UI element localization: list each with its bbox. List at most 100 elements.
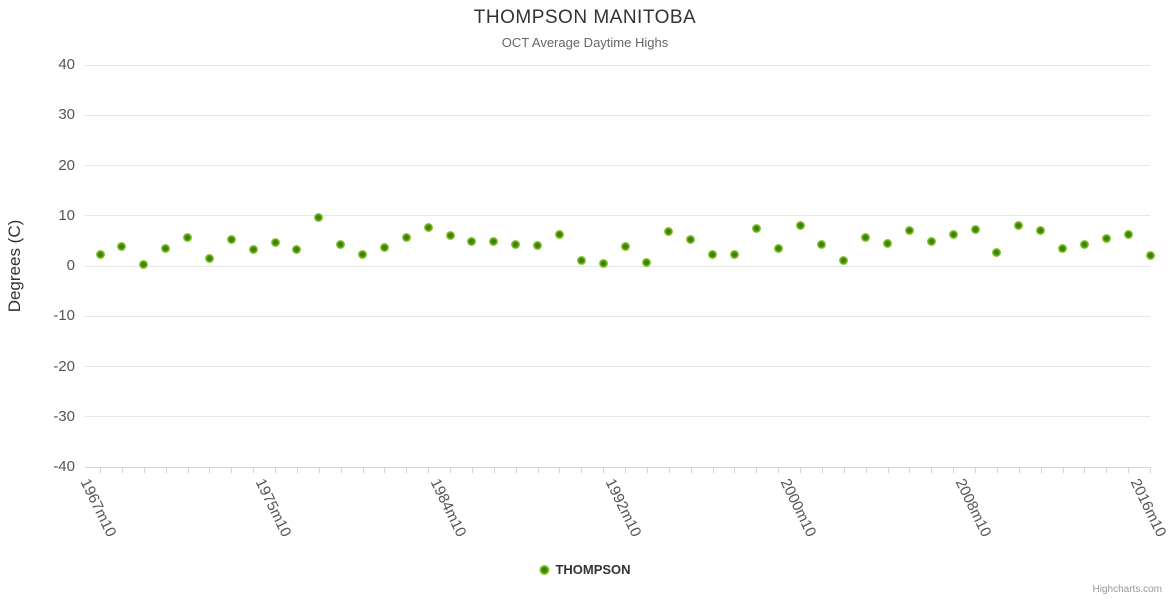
data-point[interactable] bbox=[1145, 250, 1155, 260]
x-axis-tick bbox=[100, 467, 101, 473]
data-point[interactable] bbox=[904, 226, 914, 236]
data-point[interactable] bbox=[1058, 244, 1067, 254]
y-axis-label: -30 bbox=[53, 407, 75, 425]
data-point[interactable] bbox=[379, 242, 389, 252]
y-axis-label: -40 bbox=[53, 458, 75, 475]
data-point[interactable] bbox=[1101, 233, 1111, 243]
data-point[interactable] bbox=[117, 242, 127, 252]
data-point[interactable] bbox=[314, 213, 324, 223]
legend-item-thompson[interactable]: THOMPSON bbox=[539, 562, 631, 577]
data-point[interactable] bbox=[795, 221, 805, 231]
data-point[interactable] bbox=[95, 249, 105, 259]
data-point[interactable] bbox=[751, 224, 761, 234]
data-point[interactable] bbox=[883, 238, 892, 248]
data-point[interactable] bbox=[489, 236, 499, 246]
data-point[interactable] bbox=[248, 245, 258, 255]
data-point[interactable] bbox=[423, 223, 433, 233]
highcharts-credits-link[interactable]: Highcharts.com bbox=[1092, 584, 1162, 595]
data-point[interactable] bbox=[970, 225, 980, 235]
data-point[interactable] bbox=[161, 244, 171, 254]
data-point[interactable] bbox=[467, 237, 477, 247]
y-axis-label: 40 bbox=[58, 56, 75, 73]
data-point[interactable] bbox=[620, 241, 630, 251]
x-axis-tick bbox=[340, 467, 342, 473]
x-axis-label: 1967m10 bbox=[76, 476, 120, 540]
x-axis-tick bbox=[231, 467, 233, 473]
x-axis-tick bbox=[690, 467, 692, 473]
x-axis-tick bbox=[471, 467, 473, 473]
data-point[interactable] bbox=[598, 259, 608, 269]
x-axis-tick bbox=[778, 467, 780, 473]
data-point[interactable] bbox=[336, 240, 346, 250]
x-axis-tick bbox=[975, 467, 976, 473]
x-axis-tick bbox=[1040, 467, 1042, 473]
data-point[interactable] bbox=[554, 230, 564, 240]
data-point[interactable] bbox=[292, 245, 302, 255]
x-axis-tick bbox=[996, 467, 998, 473]
y-axis-label: -20 bbox=[53, 357, 75, 375]
x-axis-tick bbox=[1018, 467, 1020, 473]
chart-title: THOMPSON MANITOBA bbox=[473, 7, 697, 28]
data-point[interactable] bbox=[139, 259, 149, 269]
x-axis-label: 2000m10 bbox=[776, 476, 820, 540]
data-point[interactable] bbox=[576, 255, 586, 265]
x-axis-tick bbox=[318, 467, 320, 473]
data-point[interactable] bbox=[270, 237, 280, 247]
x-axis-tick bbox=[865, 467, 867, 473]
x-axis-tick bbox=[275, 467, 276, 473]
x-axis-tick bbox=[515, 467, 517, 473]
data-point[interactable] bbox=[642, 257, 652, 267]
y-gridline bbox=[85, 366, 1150, 367]
data-point[interactable] bbox=[1036, 226, 1046, 236]
y-gridline bbox=[85, 114, 1150, 116]
data-point[interactable] bbox=[401, 233, 411, 243]
y-axis-label: 10 bbox=[58, 206, 75, 224]
x-axis-tick bbox=[734, 467, 736, 473]
y-axis-label: 20 bbox=[58, 156, 75, 174]
x-axis-tick bbox=[165, 467, 167, 473]
data-point[interactable] bbox=[686, 235, 696, 245]
y-gridline bbox=[85, 165, 1150, 166]
y-axis-label: -10 bbox=[53, 307, 75, 325]
data-point[interactable] bbox=[926, 236, 936, 246]
data-point[interactable] bbox=[183, 233, 192, 243]
x-axis-tick bbox=[1106, 467, 1108, 473]
data-point[interactable] bbox=[1123, 229, 1133, 239]
data-point[interactable] bbox=[817, 239, 827, 249]
data-point[interactable] bbox=[204, 254, 214, 264]
x-axis-tick bbox=[296, 467, 298, 473]
data-point[interactable] bbox=[773, 243, 783, 253]
data-point[interactable] bbox=[445, 231, 455, 241]
data-point[interactable] bbox=[1079, 240, 1089, 250]
x-axis-tick bbox=[603, 467, 605, 473]
data-point[interactable] bbox=[664, 227, 674, 237]
data-point[interactable] bbox=[533, 240, 542, 250]
x-axis-tick bbox=[581, 467, 583, 473]
data-point[interactable] bbox=[708, 250, 717, 260]
x-axis-tick bbox=[384, 467, 386, 473]
data-point[interactable] bbox=[1014, 221, 1024, 231]
data-point[interactable] bbox=[861, 232, 871, 242]
y-gridline bbox=[85, 416, 1150, 418]
data-point[interactable] bbox=[358, 250, 367, 260]
x-axis-tick bbox=[559, 467, 561, 473]
x-axis-tick bbox=[712, 467, 714, 473]
data-point[interactable] bbox=[992, 248, 1002, 258]
data-point[interactable] bbox=[839, 256, 849, 266]
data-point[interactable] bbox=[511, 240, 521, 250]
data-point[interactable] bbox=[729, 249, 739, 259]
x-axis-tick bbox=[253, 467, 255, 473]
x-axis-tick bbox=[909, 467, 911, 473]
x-axis-tick bbox=[537, 467, 539, 473]
x-axis-tick bbox=[143, 467, 145, 473]
x-axis-label: 1984m10 bbox=[426, 476, 470, 540]
x-axis-tick bbox=[821, 467, 823, 473]
y-axis-label: 30 bbox=[58, 106, 75, 124]
x-axis-tick bbox=[756, 467, 758, 473]
y-gridline bbox=[85, 315, 1150, 317]
data-point[interactable] bbox=[948, 229, 958, 239]
data-point[interactable] bbox=[226, 234, 236, 244]
x-axis-tick bbox=[800, 467, 801, 473]
